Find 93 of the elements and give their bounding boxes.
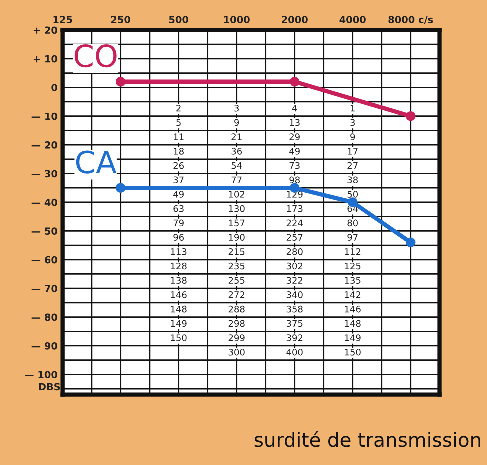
y-tick-label: — 40: [32, 198, 58, 206]
annotation: 73: [290, 162, 300, 170]
annotation: 63: [174, 205, 184, 212]
annotation: 257: [286, 234, 303, 241]
y-tick-label: + 20: [34, 26, 58, 34]
y-tick-label: 0: [52, 84, 58, 92]
annotation: 80: [348, 220, 358, 227]
x-tick-label: 4000: [340, 16, 366, 24]
annotation: 146: [345, 306, 361, 313]
annotation: 27: [348, 162, 358, 170]
annotation: 125: [345, 262, 361, 270]
annotation: 17: [348, 148, 358, 155]
annotation: 173: [287, 205, 303, 212]
annotation: 340: [286, 292, 303, 298]
annotation: 150: [171, 334, 187, 342]
annotation: 149: [171, 320, 187, 328]
annotation: 298: [228, 320, 245, 328]
annotation: 135: [345, 277, 361, 284]
annotation: 138: [171, 277, 187, 284]
annotation: 3: [350, 119, 355, 126]
x-tick-label: 1000: [224, 16, 250, 24]
annotation: 215: [228, 248, 245, 256]
annotation: 130: [229, 205, 245, 212]
annotation: 4: [292, 105, 298, 112]
annotation: 98: [290, 176, 300, 184]
y-tick-label: + 10: [34, 55, 58, 63]
x-tick-label: 2000: [282, 16, 308, 24]
annotation: 112: [345, 248, 361, 256]
y-tick-label: — 60: [32, 256, 58, 264]
annotation: 322: [286, 277, 303, 284]
annotation: 375: [286, 320, 303, 328]
y-tick-label: — 50: [32, 228, 58, 235]
annotation: 255: [228, 277, 245, 284]
annotation: 36: [232, 148, 242, 155]
y-tick-label: — 70: [32, 285, 58, 292]
annotation: 49: [174, 191, 184, 198]
x-tick-label: 250: [111, 16, 131, 24]
annotation: 272: [228, 292, 245, 298]
x-tick-label: 125: [54, 16, 72, 24]
annotation: 54: [232, 162, 242, 170]
annotation: 26: [174, 162, 184, 170]
annotation: 299: [228, 334, 245, 342]
annotation: 148: [171, 306, 187, 313]
annotation: 400: [286, 348, 303, 356]
annotation: 302: [286, 262, 303, 270]
y-tick-label: — 100: [25, 371, 58, 379]
annotation: 11: [174, 134, 184, 140]
annotation: 157: [229, 220, 245, 227]
annotation: 9: [350, 134, 356, 140]
annotation: 79: [174, 220, 184, 227]
annotation: 1: [350, 105, 355, 112]
annotation: 5: [176, 119, 181, 126]
annotation: 21: [232, 134, 242, 140]
x-tick-label: 500: [169, 16, 189, 24]
annotation: 37: [174, 176, 184, 184]
annotation: 49: [290, 148, 300, 155]
annotation: 190: [229, 234, 245, 241]
annotation: 128: [171, 262, 187, 270]
annotation: 224: [286, 220, 303, 226]
annotation: 50: [348, 191, 358, 198]
annotation: 149: [345, 334, 361, 342]
annotation: 2: [176, 104, 181, 112]
annotation: 148: [345, 320, 361, 328]
y-tick-label: — 10: [32, 112, 58, 120]
annotation: 392: [286, 334, 303, 342]
annotation: 280: [286, 248, 303, 256]
annotation: 96: [174, 234, 184, 241]
annotation: 9: [234, 119, 240, 126]
annotation: 13: [290, 119, 300, 126]
series-label: CA: [76, 150, 117, 174]
annotation: 358: [286, 306, 303, 313]
annotation: 142: [345, 292, 361, 298]
annotation: 146: [171, 292, 187, 298]
annotation: 300: [228, 348, 245, 356]
annotation: 29: [290, 134, 300, 140]
y-tick-label: — 30: [32, 170, 58, 178]
annotation: 113: [171, 248, 187, 256]
y-tick-label: — 80: [32, 314, 58, 322]
text: surdité de transmission: [254, 431, 480, 448]
series-label: CO: [74, 44, 117, 68]
annotation: 77: [232, 176, 242, 184]
annotation: 38: [348, 176, 358, 184]
annotation: 150: [345, 348, 361, 356]
annotation: 18: [174, 148, 184, 155]
annotation: 102: [229, 191, 245, 198]
annotation: 3: [234, 104, 239, 112]
y-axis-title: DBS: [39, 383, 60, 391]
x-tick-label: 8000 c/s: [388, 16, 434, 24]
annotation: 288: [228, 306, 245, 313]
annotation: 97: [348, 234, 358, 241]
y-tick-label: — 20: [32, 142, 58, 149]
y-tick-label: — 90: [32, 342, 58, 350]
annotation: 235: [228, 262, 245, 270]
